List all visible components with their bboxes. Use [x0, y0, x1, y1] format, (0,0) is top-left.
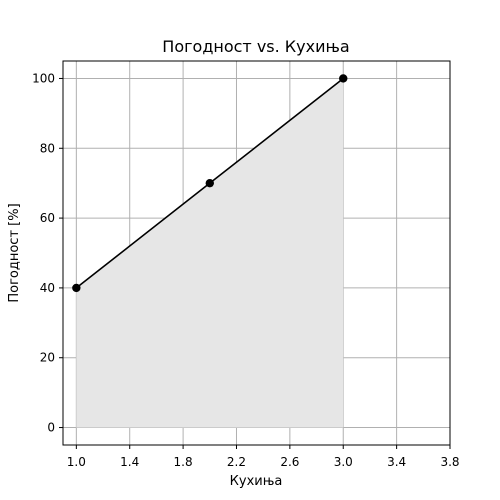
series-layer: [72, 74, 348, 293]
y-tick-label: 60: [40, 211, 55, 225]
x-tick-label: 2.2: [227, 455, 246, 469]
area-fill: [76, 78, 344, 428]
y-tick-label: 40: [40, 281, 55, 295]
x-tick-label: 2.6: [280, 455, 299, 469]
x-axis-ticks: 1.0 1.4 1.8 2.2 2.6 3.0 3.4 3.8: [67, 445, 460, 469]
area-fill-layer: [76, 78, 344, 428]
x-tick-label: 3.0: [334, 455, 353, 469]
plot-frame: [62, 60, 451, 446]
data-point: [339, 74, 348, 83]
x-tick-label: 3.8: [440, 455, 459, 469]
y-tick-label: 0: [47, 421, 55, 435]
y-tick-label: 80: [40, 141, 55, 155]
data-point: [72, 283, 81, 293]
x-tick-label: 1.4: [120, 455, 139, 469]
y-tick-label: 20: [40, 351, 55, 365]
x-axis-label: Кухиња: [230, 474, 283, 489]
y-tick-label: 100: [32, 71, 55, 85]
x-tick-label: 1.8: [174, 455, 193, 469]
chart-title: Погодност vs. Кухиња: [162, 37, 349, 56]
x-tick-label: 1.0: [67, 455, 86, 469]
y-axis-label: Погодност [%]: [7, 203, 22, 302]
y-axis-ticks: 0 20 40 60 80 100: [32, 71, 63, 435]
x-tick-label: 3.4: [387, 455, 406, 469]
data-point: [205, 178, 214, 188]
